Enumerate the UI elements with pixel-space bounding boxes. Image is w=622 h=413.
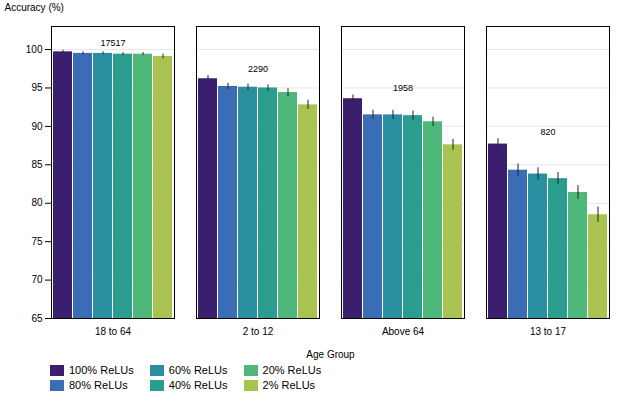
svg-text:1958: 1958: [393, 83, 413, 93]
svg-text:Above 64: Above 64: [382, 326, 425, 337]
html-text:2% ReLUs: 2% ReLUs: [262, 379, 316, 391]
svg-text:100: 100: [26, 44, 43, 55]
html-text:60% ReLUs: 60% ReLUs: [168, 364, 228, 376]
html-text:80% ReLUs: 80% ReLUs: [69, 379, 128, 391]
svg-text:2290: 2290: [248, 64, 268, 74]
html-text:40% ReLUs: 40% ReLUs: [168, 379, 228, 391]
svg-text:70: 70: [31, 274, 43, 285]
svg-text:17517: 17517: [100, 38, 125, 48]
html-text:100% ReLUs: 100% ReLUs: [69, 364, 134, 376]
svg-text:80: 80: [31, 197, 43, 208]
svg-text:Accuracy (%): Accuracy (%): [5, 2, 64, 13]
html-text:20% ReLUs: 20% ReLUs: [262, 364, 322, 376]
svg-text:Age Group: Age Group: [306, 349, 355, 360]
svg-text:820: 820: [540, 127, 555, 137]
svg-text:85: 85: [31, 159, 43, 170]
svg-text:75: 75: [31, 236, 43, 247]
svg-text:90: 90: [31, 121, 43, 132]
svg-text:18 to 64: 18 to 64: [95, 326, 132, 337]
svg-text:65: 65: [31, 313, 43, 324]
svg-text:13 to 17: 13 to 17: [530, 326, 567, 337]
svg-text:2 to 12: 2 to 12: [243, 326, 274, 337]
svg-text:95: 95: [31, 82, 43, 93]
